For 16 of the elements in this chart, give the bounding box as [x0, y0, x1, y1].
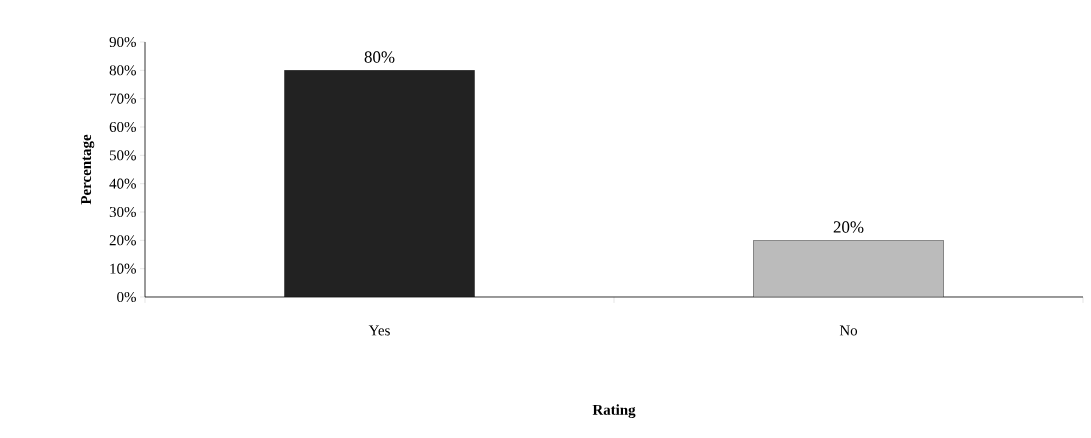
data-label: 20% [833, 221, 864, 233]
y-tick-label: 60% [109, 121, 136, 133]
x-tick-label: Yes [368, 325, 390, 336]
y-tick-label: 20% [109, 235, 136, 246]
y-tick-label: 40% [109, 178, 136, 189]
x-axis-title: Rating [592, 404, 636, 418]
y-tick-label: 30% [109, 206, 136, 218]
x-tick-label: No [839, 325, 858, 336]
y-tick-label: 90% [109, 36, 136, 48]
y-tick-label: 80% [109, 65, 136, 76]
data-label: 80% [364, 51, 395, 63]
y-tick-label: 70% [110, 93, 136, 104]
y-tick-label: 10% [110, 263, 136, 274]
y-tick-label: 50% [109, 150, 136, 161]
y-tick-label: 0% [117, 291, 136, 303]
y-axis-title: Percentage [81, 134, 95, 205]
